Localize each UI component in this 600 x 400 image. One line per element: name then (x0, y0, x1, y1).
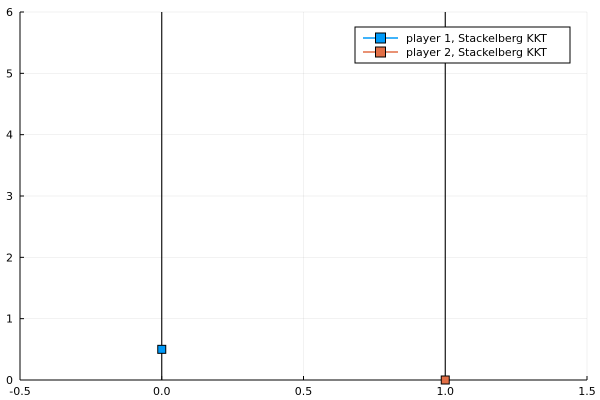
x-tick-label: -0.5 (9, 385, 30, 398)
x-tick-labels: -0.5 0.0 0.5 1.0 1.5 (9, 385, 595, 398)
y-tick-label: 0 (6, 374, 13, 387)
legend-marker-series-2 (375, 46, 386, 58)
y-tick-label: 4 (6, 129, 13, 142)
x-tick-label: 1.0 (437, 385, 455, 398)
x-tick-label: 0.0 (153, 385, 171, 398)
grid (19, 11, 588, 381)
legend-label-series-2: player 2, Stackelberg KKT (406, 46, 547, 59)
data-point-series-2 (440, 375, 450, 385)
y-tick-label: 6 (6, 6, 13, 19)
vertical-lines (161, 12, 446, 380)
axes (19, 11, 588, 381)
data-points (157, 344, 450, 385)
y-tick-labels: 0 1 2 3 4 5 6 (6, 6, 13, 387)
x-tick-label: 1.5 (578, 385, 596, 398)
legend-marker-series-1 (375, 32, 386, 44)
y-tick-label: 2 (6, 251, 13, 264)
x-tick-label: 0.5 (295, 385, 313, 398)
legend-label-series-1: player 1, Stackelberg KKT (406, 32, 547, 45)
y-tick-label: 3 (6, 190, 13, 203)
data-point-series-1 (157, 344, 167, 354)
y-tick-label: 1 (6, 313, 13, 326)
y-tick-label: 5 (6, 67, 13, 80)
legend-box (354, 26, 571, 64)
